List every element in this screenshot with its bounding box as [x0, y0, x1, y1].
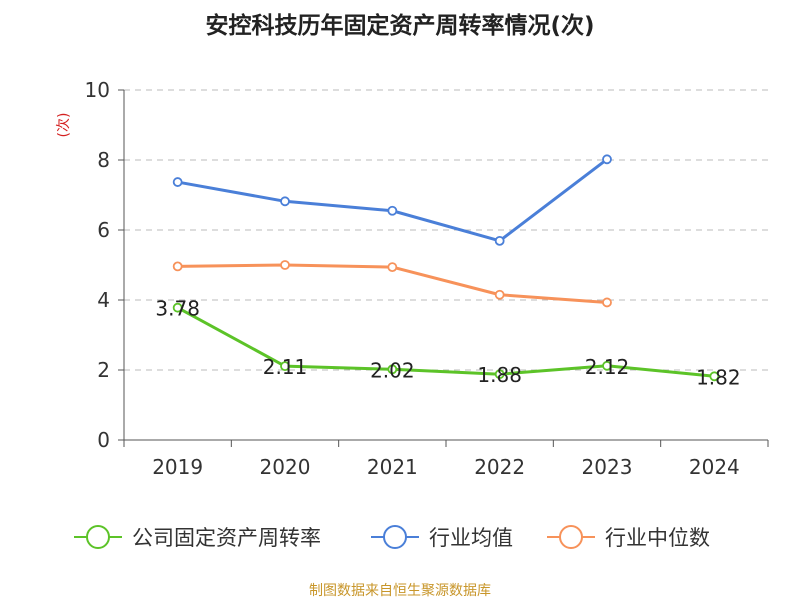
x-tick-label: 2022 [474, 455, 525, 479]
legend-label: 行业均值 [429, 526, 513, 550]
data-label: 2.12 [585, 355, 630, 379]
data-point [602, 360, 612, 371]
data-point [280, 196, 290, 207]
series-lines [172, 154, 720, 382]
legend: 公司固定资产周转率 行业均值 行业中位数 [74, 525, 710, 550]
data-label: 2.02 [370, 358, 415, 382]
axes: 0 2 4 6 8 10 2019 2020 2021 2022 2023 2024 (次) [56, 78, 769, 479]
grid-lines [124, 89, 768, 371]
series-line [176, 306, 715, 378]
data-point [387, 364, 398, 375]
x-tick-label: 2021 [367, 455, 418, 479]
x-tick-label: 2023 [582, 455, 633, 479]
data-point [602, 297, 612, 308]
legend-label: 行业中位数 [605, 526, 710, 550]
x-tick-label: 2020 [260, 455, 311, 479]
y-tick-label: 8 [97, 148, 110, 172]
data-label: 1.82 [696, 365, 741, 389]
data-point [494, 369, 505, 380]
y-tick-label: 4 [97, 288, 110, 312]
data-point [709, 371, 720, 382]
data-label: 2.11 [263, 355, 308, 379]
y-axis-label: (次) [56, 113, 72, 138]
data-label: 1.88 [477, 363, 522, 387]
chart-title: 安控科技历年固定资产周转率情况(次) [205, 13, 595, 39]
legend-marker [383, 525, 407, 549]
y-tick-label: 0 [97, 428, 110, 452]
y-tick-label: 2 [97, 358, 110, 382]
legend-label: 公司固定资产周转率 [132, 526, 321, 550]
y-tick-label: 6 [97, 218, 110, 242]
legend-marker [559, 525, 583, 549]
data-point [172, 261, 183, 272]
x-tick-label: 2024 [689, 455, 740, 479]
x-tick-label: 2019 [152, 455, 203, 479]
series-line [177, 158, 608, 243]
data-point [387, 262, 398, 273]
source-note: 制图数据来自恒生聚源数据库 [309, 583, 491, 599]
data-point [494, 289, 505, 300]
legend-marker [86, 525, 110, 549]
data-point [172, 302, 183, 313]
data-point [280, 260, 290, 270]
data-labels: 3.78 2.11 2.02 1.88 2.12 1.82 [155, 297, 740, 390]
data-point [602, 154, 612, 165]
data-point [280, 361, 290, 372]
data-point [172, 177, 183, 187]
data-point [387, 205, 398, 216]
data-label: 3.78 [155, 297, 200, 321]
y-tick-label: 10 [85, 78, 110, 102]
data-point [494, 235, 505, 246]
